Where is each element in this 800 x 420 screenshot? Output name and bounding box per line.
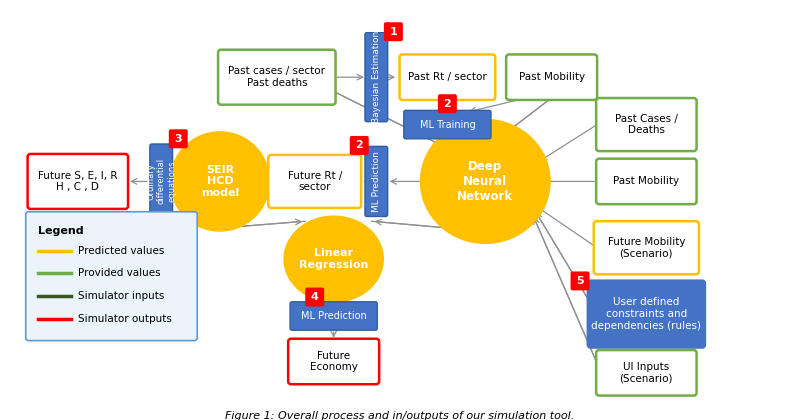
- FancyBboxPatch shape: [169, 129, 188, 148]
- FancyBboxPatch shape: [350, 136, 369, 155]
- FancyBboxPatch shape: [570, 271, 590, 290]
- Text: Simulator inputs: Simulator inputs: [78, 291, 164, 301]
- Text: SEIR
HCD
model: SEIR HCD model: [201, 165, 239, 198]
- Text: ML Prediction: ML Prediction: [301, 311, 366, 321]
- Text: 1: 1: [390, 27, 398, 37]
- Ellipse shape: [284, 216, 383, 302]
- FancyBboxPatch shape: [384, 22, 403, 41]
- Text: Linear
Regression: Linear Regression: [299, 248, 368, 270]
- FancyBboxPatch shape: [399, 55, 495, 100]
- Text: UI Inputs
(Scenario): UI Inputs (Scenario): [620, 362, 673, 383]
- Text: User defined
constraints and
dependencies (rules): User defined constraints and dependencie…: [591, 297, 702, 331]
- Text: 3: 3: [174, 134, 182, 144]
- Text: Past Cases /
Deaths: Past Cases / Deaths: [615, 114, 678, 135]
- FancyBboxPatch shape: [438, 94, 457, 113]
- Text: 5: 5: [576, 276, 584, 286]
- Text: Legend: Legend: [38, 226, 84, 236]
- FancyBboxPatch shape: [268, 155, 361, 208]
- FancyBboxPatch shape: [596, 159, 697, 204]
- Text: Past Mobility: Past Mobility: [614, 176, 679, 186]
- FancyBboxPatch shape: [150, 144, 173, 219]
- Text: Future
Economy: Future Economy: [310, 351, 358, 372]
- Text: Figure 1: Overall process and in/outputs of our simulation tool.: Figure 1: Overall process and in/outputs…: [226, 411, 574, 420]
- FancyBboxPatch shape: [26, 212, 198, 341]
- FancyBboxPatch shape: [588, 281, 705, 348]
- Text: Bayesian Estimation: Bayesian Estimation: [372, 31, 381, 123]
- FancyBboxPatch shape: [365, 33, 388, 122]
- Text: Predicted values: Predicted values: [78, 246, 164, 256]
- FancyBboxPatch shape: [290, 302, 378, 330]
- FancyBboxPatch shape: [404, 110, 491, 139]
- Text: ML Prediction: ML Prediction: [372, 151, 381, 212]
- FancyBboxPatch shape: [288, 339, 379, 384]
- FancyBboxPatch shape: [596, 98, 697, 151]
- Text: Past cases / sector
Past deaths: Past cases / sector Past deaths: [228, 66, 326, 88]
- Text: 2: 2: [443, 99, 451, 109]
- Text: Past Rt / sector: Past Rt / sector: [408, 72, 486, 82]
- Text: Ordinary
differential
equations: Ordinary differential equations: [146, 158, 176, 205]
- Text: Simulator outputs: Simulator outputs: [78, 314, 172, 324]
- Text: 2: 2: [355, 140, 363, 150]
- FancyBboxPatch shape: [306, 288, 324, 307]
- Text: Future Mobility
(Scenario): Future Mobility (Scenario): [608, 237, 685, 259]
- Ellipse shape: [421, 120, 550, 243]
- Text: ML Training: ML Training: [419, 120, 475, 130]
- FancyBboxPatch shape: [28, 154, 128, 209]
- Text: Future Rt /
sector: Future Rt / sector: [287, 171, 342, 192]
- FancyBboxPatch shape: [596, 350, 697, 396]
- Text: Future S, E, I, R
H , C , D: Future S, E, I, R H , C , D: [38, 171, 118, 192]
- FancyBboxPatch shape: [594, 221, 699, 274]
- FancyBboxPatch shape: [365, 146, 388, 216]
- FancyBboxPatch shape: [506, 55, 597, 100]
- Text: Past Mobility: Past Mobility: [518, 72, 585, 82]
- Text: Deep
Neural
Network: Deep Neural Network: [458, 160, 514, 203]
- Text: Provided values: Provided values: [78, 268, 161, 278]
- FancyBboxPatch shape: [218, 50, 335, 105]
- Text: 4: 4: [310, 292, 318, 302]
- Ellipse shape: [170, 132, 270, 231]
